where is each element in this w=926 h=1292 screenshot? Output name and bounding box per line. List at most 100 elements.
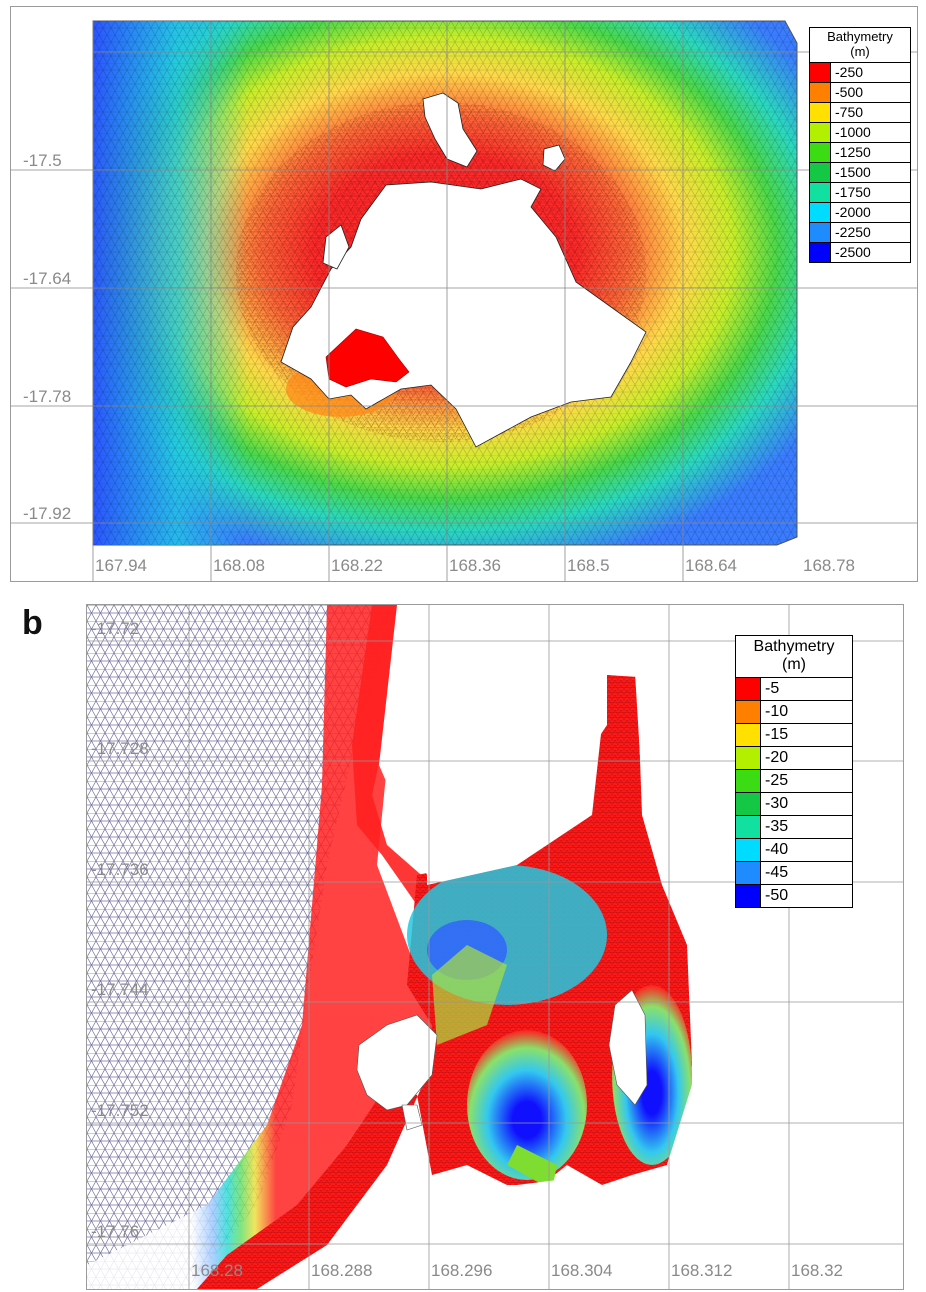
legend-swatch — [736, 723, 761, 746]
legend-swatch — [736, 815, 761, 838]
legend-entry: -20 — [736, 746, 852, 770]
panel-a-lon-tick: 168.5 — [567, 556, 610, 575]
legend-label: -10 — [765, 702, 789, 720]
panel-b-lon-tick: 168.304 — [551, 1261, 613, 1280]
legend-entry: -25 — [736, 769, 852, 793]
panel-a-lat-tick: -17.78 — [23, 387, 72, 406]
legend-entry: -1250 — [810, 142, 910, 163]
legend-swatch — [736, 884, 761, 907]
legend-entry: -2250 — [810, 222, 910, 243]
legend-label: -1000 — [835, 124, 871, 141]
legend-label: -45 — [765, 863, 789, 881]
legend-label: -20 — [765, 748, 789, 766]
legend-swatch — [810, 242, 831, 262]
land-south — [417, 1170, 607, 1289]
legend-entry: -15 — [736, 723, 852, 747]
panel-a-lon-tick: 168.36 — [449, 556, 501, 575]
panel-a-legend-title: Bathymetry (m) — [810, 28, 910, 63]
panel-b-lat-tick: -17.752 — [91, 1101, 149, 1120]
legend-label: -30 — [765, 794, 789, 812]
panel-b-lon-tick: 168.32 — [791, 1261, 843, 1280]
legend-swatch — [810, 102, 831, 122]
legend-swatch — [810, 142, 831, 162]
panel-b-mesh-map — [87, 605, 903, 1289]
legend-label: -1500 — [835, 164, 871, 181]
legend-swatch — [736, 861, 761, 884]
panel-a-legend-entries: -250 -500 -750 -1000 -1250 -1500 -1750 -2000 -22… — [810, 62, 910, 262]
legend-label: -40 — [765, 840, 789, 858]
legend-entry: -1750 — [810, 182, 910, 203]
legend-label: -500 — [835, 84, 864, 101]
legend-swatch — [810, 122, 831, 142]
legend-entry: -30 — [736, 792, 852, 816]
panel-b-legend-entries: -5 -10 -15 -20 -25 -30 -35 -40 -45 -50 — [736, 677, 852, 907]
island-northeast — [542, 144, 566, 172]
panel-b-legend-title: Bathymetry (m) — [736, 636, 852, 678]
legend-entry: -2500 — [810, 242, 910, 262]
legend-swatch — [736, 838, 761, 861]
panel-b-lat-tick: -17.728 — [91, 739, 149, 758]
legend-entry: -1000 — [810, 122, 910, 143]
legend-label: -5 — [765, 679, 780, 697]
legend-title-line1: Bathymetry — [753, 638, 835, 655]
legend-swatch — [810, 62, 831, 82]
panel-b-lat-tick: -17.76 — [91, 1222, 140, 1241]
legend-entry: -250 — [810, 62, 910, 83]
legend-label: -2000 — [835, 204, 871, 221]
legend-swatch — [736, 769, 761, 792]
legend-entry: -35 — [736, 815, 852, 839]
legend-swatch — [736, 746, 761, 769]
panel-a-map: -17.5 -17.64 -17.78 -17.92 167.94 168.08… — [10, 6, 918, 582]
legend-label: -2500 — [835, 244, 871, 261]
panel-a-lon-tick: 168.08 — [213, 556, 265, 575]
panel-a-lat-tick: -17.64 — [23, 269, 72, 288]
legend-title-line2: (m) — [782, 656, 806, 674]
panel-b-label: b — [22, 604, 43, 642]
legend-label: -1250 — [835, 144, 871, 161]
legend-label: -250 — [835, 64, 864, 81]
legend-entry: -50 — [736, 884, 852, 907]
legend-label: -15 — [765, 725, 789, 743]
legend-swatch — [810, 182, 831, 202]
panel-a-lon-tick: 168.22 — [331, 556, 383, 575]
panel-b-lat-tick: -17.744 — [91, 980, 149, 999]
panel-b-lat-tick: -17.72 — [91, 619, 140, 638]
legend-swatch — [810, 162, 831, 182]
reef-island-2 — [608, 989, 648, 1106]
legend-title-line1: Bathymetry — [827, 29, 893, 44]
panel-a-legend: Bathymetry (m) -250 -500 -750 -1000 -1250 -15… — [809, 27, 911, 263]
legend-entry: -500 — [810, 82, 910, 103]
legend-label: -25 — [765, 771, 789, 789]
legend-entry: -1500 — [810, 162, 910, 183]
panel-b-lon-tick: 168.28 — [191, 1261, 243, 1280]
legend-swatch — [810, 222, 831, 242]
land-southeast — [607, 895, 903, 1289]
panel-a-lon-tick: 168.64 — [685, 556, 737, 575]
legend-swatch — [736, 677, 761, 700]
legend-swatch — [810, 202, 831, 222]
legend-label: -2250 — [835, 224, 871, 241]
island-north — [422, 92, 478, 168]
panel-a-lat-tick: -17.92 — [23, 504, 72, 523]
panel-b-lon-tick: 168.288 — [311, 1261, 373, 1280]
legend-label: -750 — [835, 104, 864, 121]
legend-swatch — [736, 792, 761, 815]
legend-label: -50 — [765, 886, 789, 904]
panel-b-lon-tick: 168.296 — [431, 1261, 493, 1280]
legend-entry: -5 — [736, 677, 852, 701]
panel-a-mesh-map — [11, 20, 917, 581]
legend-label: -35 — [765, 817, 789, 835]
panel-b-map: -17.72 -17.728 -17.736 -17.744 -17.752 -… — [86, 604, 904, 1290]
legend-entry: -45 — [736, 861, 852, 885]
panel-a-lon-tick: 168.78 — [803, 556, 855, 575]
legend-entry: -10 — [736, 700, 852, 724]
island-malakula — [280, 178, 647, 448]
legend-swatch — [736, 700, 761, 723]
panel-a-lat-tick: -17.5 — [23, 151, 62, 170]
legend-entry: -2000 — [810, 202, 910, 223]
legend-entry: -750 — [810, 102, 910, 123]
legend-label: -1750 — [835, 184, 871, 201]
panel-b-lon-tick: 168.312 — [671, 1261, 733, 1280]
reef-island-1 — [356, 1014, 438, 1111]
legend-title-line2: (m) — [850, 43, 870, 59]
